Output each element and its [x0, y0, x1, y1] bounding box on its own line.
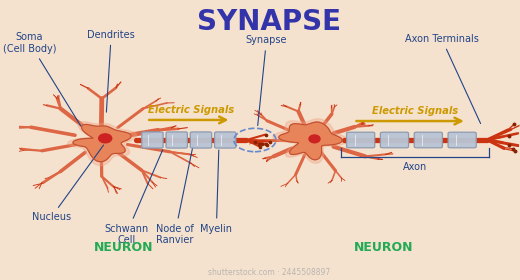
Text: Axon: Axon [403, 162, 427, 172]
Polygon shape [73, 124, 131, 162]
FancyBboxPatch shape [142, 132, 163, 148]
Text: Nucleus: Nucleus [32, 145, 103, 222]
Ellipse shape [309, 135, 320, 143]
Text: Soma
(Cell Body): Soma (Cell Body) [3, 32, 81, 126]
Text: Synapse: Synapse [245, 35, 287, 125]
Polygon shape [273, 119, 348, 163]
Text: shutterstock.com · 2445508897: shutterstock.com · 2445508897 [208, 267, 330, 277]
Text: NEURON: NEURON [94, 241, 153, 254]
Text: Electric Signals: Electric Signals [148, 105, 235, 115]
FancyBboxPatch shape [346, 132, 375, 148]
FancyBboxPatch shape [166, 132, 187, 148]
Text: Dendrites: Dendrites [87, 30, 135, 112]
FancyBboxPatch shape [381, 132, 409, 148]
Text: Axon Terminals: Axon Terminals [405, 34, 480, 123]
FancyBboxPatch shape [414, 132, 443, 148]
Text: SYNAPSE: SYNAPSE [197, 8, 341, 36]
FancyBboxPatch shape [448, 132, 476, 148]
Text: Node of
Ranvier: Node of Ranvier [156, 144, 193, 245]
Text: Myelin: Myelin [200, 150, 232, 234]
Polygon shape [68, 122, 137, 166]
Text: Electric Signals: Electric Signals [372, 106, 458, 116]
FancyBboxPatch shape [215, 132, 236, 148]
Text: NEURON: NEURON [354, 241, 414, 254]
FancyBboxPatch shape [190, 132, 212, 148]
Ellipse shape [99, 134, 112, 143]
Text: Schwann
Cell: Schwann Cell [104, 150, 163, 245]
Polygon shape [279, 122, 342, 160]
